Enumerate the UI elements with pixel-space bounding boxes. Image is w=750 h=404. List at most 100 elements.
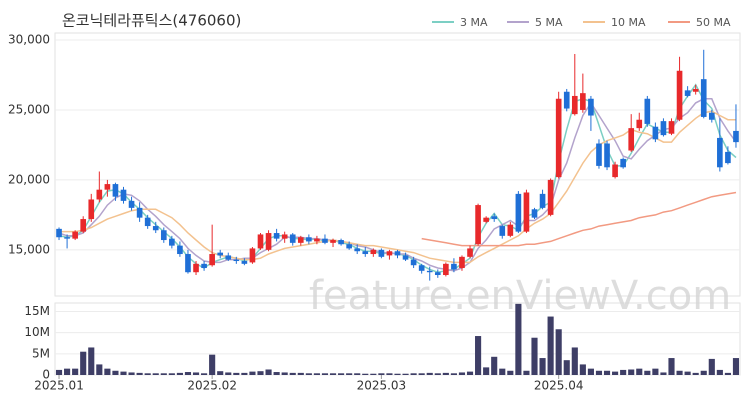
volume-bar bbox=[192, 372, 200, 375]
volume-bar bbox=[587, 368, 594, 375]
x-tick-label: 2025.02 bbox=[187, 379, 237, 393]
volume-bar bbox=[692, 372, 699, 375]
candle-body bbox=[507, 224, 514, 236]
candle-body bbox=[717, 137, 723, 168]
volume-bar bbox=[329, 373, 337, 375]
volume-bar bbox=[209, 354, 216, 375]
candle-body bbox=[346, 244, 352, 249]
volume-bar bbox=[547, 316, 554, 375]
volume-bar bbox=[595, 370, 603, 375]
candle-body bbox=[733, 130, 739, 143]
volume-bar bbox=[64, 368, 71, 375]
volume-bar bbox=[217, 371, 224, 375]
candle-body bbox=[523, 192, 530, 232]
volume-bar bbox=[426, 372, 433, 375]
candle-body bbox=[120, 189, 127, 201]
volume-bar bbox=[660, 372, 667, 375]
volume-bar bbox=[297, 372, 304, 375]
candle-body bbox=[249, 248, 256, 263]
candle-body bbox=[467, 248, 473, 257]
volume-bar bbox=[72, 368, 79, 375]
volume-bar bbox=[370, 373, 377, 375]
volume-bar bbox=[112, 370, 119, 375]
candle-body bbox=[434, 272, 441, 276]
y-tick-label: 10M bbox=[24, 325, 50, 339]
candle-body bbox=[418, 265, 425, 271]
volume-bar bbox=[531, 337, 538, 375]
y-tick-label: 25,000 bbox=[8, 102, 50, 116]
candle-body bbox=[668, 121, 675, 134]
candle-body bbox=[241, 261, 248, 264]
volume-bar bbox=[491, 356, 498, 375]
candle-body bbox=[128, 200, 135, 208]
ma-line bbox=[59, 110, 736, 264]
volume-bar bbox=[144, 373, 151, 375]
candle-body bbox=[692, 88, 699, 92]
candle-body bbox=[152, 226, 159, 231]
candle-body bbox=[596, 143, 602, 166]
candle-body bbox=[169, 238, 175, 246]
volume-bar bbox=[402, 373, 409, 375]
candle-body bbox=[160, 230, 167, 241]
candle-body bbox=[112, 184, 119, 197]
candle-body bbox=[443, 263, 449, 276]
candle-body bbox=[273, 233, 280, 239]
volume-bar bbox=[321, 373, 329, 375]
volume-bar bbox=[644, 370, 651, 375]
volume-bar bbox=[289, 372, 296, 375]
volume-bar bbox=[233, 372, 240, 375]
volume-bar bbox=[716, 369, 723, 375]
volume-bar bbox=[410, 373, 417, 375]
candle-body bbox=[563, 91, 570, 109]
candle-body bbox=[56, 228, 62, 238]
candle-body bbox=[201, 263, 207, 269]
volume-bar bbox=[184, 372, 192, 375]
x-tick-label: 2025.04 bbox=[534, 379, 584, 393]
volume-bar bbox=[386, 373, 393, 375]
x-tick-label: 2025.01 bbox=[34, 379, 84, 393]
candle-body bbox=[96, 189, 103, 200]
volume-bar bbox=[225, 372, 232, 375]
legend-label: 3 MA bbox=[460, 16, 488, 29]
candle-body bbox=[265, 233, 272, 250]
candle-body bbox=[426, 270, 433, 273]
volume-bar bbox=[55, 369, 63, 375]
candle-body bbox=[539, 193, 546, 208]
candle-body bbox=[314, 238, 320, 242]
volume-bar bbox=[603, 370, 611, 375]
volume-bar bbox=[636, 368, 643, 375]
volume-bar bbox=[612, 371, 619, 375]
volume-bar bbox=[362, 373, 369, 375]
volume-bar bbox=[555, 329, 562, 375]
candle-body bbox=[80, 219, 87, 232]
candle-body bbox=[104, 184, 111, 190]
candle-body bbox=[386, 251, 393, 256]
candle-body bbox=[354, 248, 361, 252]
candle-body bbox=[491, 216, 498, 220]
volume-bar bbox=[104, 368, 111, 375]
volume-bar bbox=[507, 370, 514, 375]
volume-bar bbox=[80, 351, 87, 375]
volume-bar bbox=[708, 358, 715, 375]
candle-body bbox=[644, 98, 651, 124]
candle-body bbox=[588, 98, 594, 116]
candle-body bbox=[193, 263, 199, 273]
candle-body bbox=[410, 259, 417, 266]
candle-body bbox=[281, 234, 288, 239]
candle-body bbox=[306, 237, 312, 242]
volume-bar bbox=[338, 373, 345, 375]
ma-line bbox=[58, 98, 737, 272]
volume-bar bbox=[684, 371, 691, 375]
volume-bar bbox=[249, 371, 256, 375]
price-frame bbox=[54, 32, 741, 297]
volume-bar bbox=[418, 373, 425, 375]
candle-body bbox=[483, 217, 489, 222]
volume-bar bbox=[732, 358, 740, 375]
legend-label: 10 MA bbox=[611, 16, 646, 29]
volume-bar bbox=[450, 373, 457, 375]
volume-bar bbox=[442, 372, 449, 375]
volume-bar bbox=[700, 370, 707, 375]
volume-bar bbox=[120, 371, 127, 375]
candle-body bbox=[72, 231, 78, 239]
